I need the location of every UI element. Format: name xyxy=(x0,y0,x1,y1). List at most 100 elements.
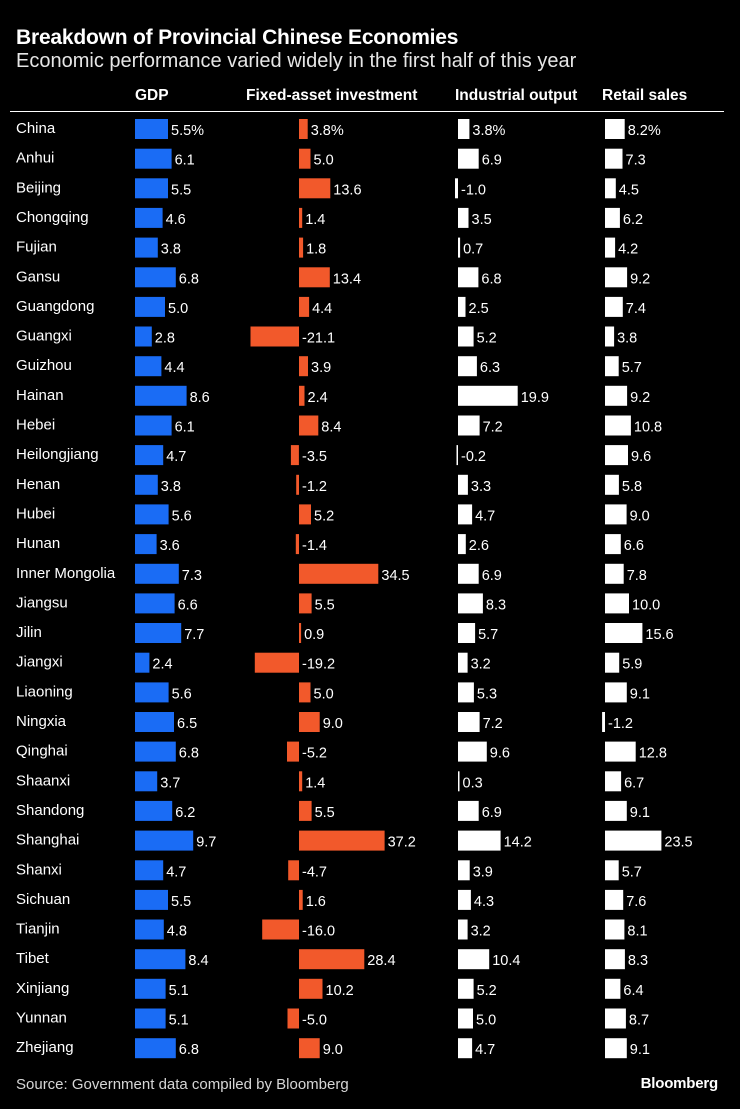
data-label-gdp: 4.6 xyxy=(166,212,186,228)
data-label-retail-sales: 23.5 xyxy=(664,835,692,851)
data-label-gdp: 5.0 xyxy=(168,301,188,317)
bar-industrial-output xyxy=(458,741,487,762)
bar-retail-sales xyxy=(605,949,625,970)
bar-industrial-output xyxy=(458,1008,473,1029)
data-label-fixed-asset-investment: 2.4 xyxy=(308,390,328,406)
data-label-gdp: 8.4 xyxy=(188,953,208,969)
data-label-retail-sales: 7.4 xyxy=(626,301,646,317)
data-label-gdp: 6.8 xyxy=(179,746,199,762)
bar-gdp xyxy=(135,919,164,940)
data-label-fixed-asset-investment: -16.0 xyxy=(302,924,335,940)
data-label-fixed-asset-investment: 1.4 xyxy=(305,212,325,228)
data-label-retail-sales: 6.2 xyxy=(623,212,643,228)
header-divider xyxy=(10,111,724,112)
data-label-industrial-output: 6.9 xyxy=(482,568,502,584)
data-label-industrial-output: 7.2 xyxy=(483,420,503,436)
bar-fixed-asset-investment xyxy=(299,593,312,614)
data-label-retail-sales: 9.1 xyxy=(630,1042,650,1058)
data-label-retail-sales: 4.2 xyxy=(618,242,638,258)
bar-industrial-output xyxy=(458,415,480,436)
bar-retail-sales xyxy=(605,445,628,466)
bar-gdp xyxy=(135,178,168,199)
bar-retail-sales xyxy=(605,771,622,792)
category-label: Hubei xyxy=(16,505,55,522)
data-label-gdp: 9.7 xyxy=(196,835,216,851)
category-label: Jiangsu xyxy=(16,594,68,611)
bar-retail-sales xyxy=(605,652,620,673)
data-label-retail-sales: 9.2 xyxy=(630,390,650,406)
data-label-retail-sales: 9.0 xyxy=(630,508,650,524)
data-label-fixed-asset-investment: -5.2 xyxy=(302,746,327,762)
data-label-retail-sales: 5.7 xyxy=(622,864,642,880)
bar-fixed-asset-investment xyxy=(262,919,299,940)
category-label: Tianjin xyxy=(16,921,60,938)
data-label-industrial-output: 4.3 xyxy=(474,894,494,910)
bar-fixed-asset-investment xyxy=(299,178,331,199)
data-label-retail-sales: 4.5 xyxy=(619,182,639,198)
data-label-industrial-output: 5.2 xyxy=(477,331,497,347)
data-label-fixed-asset-investment: 34.5 xyxy=(381,568,409,584)
data-label-industrial-output: 2.5 xyxy=(469,301,489,317)
data-label-industrial-output: 3.9 xyxy=(473,864,493,880)
data-label-retail-sales: 7.8 xyxy=(627,568,647,584)
bar-gdp xyxy=(135,563,179,584)
bar-fixed-asset-investment xyxy=(299,267,330,288)
data-label-retail-sales: 9.2 xyxy=(630,271,650,287)
data-label-retail-sales: 7.3 xyxy=(626,153,646,169)
data-label-industrial-output: 5.3 xyxy=(477,686,497,702)
category-label: Fujian xyxy=(16,239,57,256)
category-label: Beijing xyxy=(16,179,61,196)
data-label-retail-sales: 9.6 xyxy=(631,449,651,465)
bar-retail-sales xyxy=(605,385,628,406)
category-label: Hainan xyxy=(16,387,64,404)
data-label-gdp: 5.6 xyxy=(172,686,192,702)
data-label-gdp: 4.7 xyxy=(166,864,186,880)
data-label-industrial-output: -1.0 xyxy=(461,182,486,198)
data-label-retail-sales: 6.7 xyxy=(624,775,644,791)
bar-fixed-asset-investment xyxy=(299,296,310,317)
bar-retail-sales xyxy=(605,919,625,940)
data-label-industrial-output: 3.2 xyxy=(471,657,491,673)
category-label: Sichuan xyxy=(16,891,70,908)
data-label-retail-sales: 10.0 xyxy=(632,597,660,613)
data-label-industrial-output: 10.4 xyxy=(492,953,520,969)
data-label-industrial-output: 0.7 xyxy=(463,242,483,258)
bar-retail-sales xyxy=(605,860,619,881)
bar-fixed-asset-investment xyxy=(299,712,320,732)
bar-gdp xyxy=(135,148,172,169)
data-label-gdp: 6.5 xyxy=(177,716,197,732)
header-fixed-asset-investment: Fixed-asset investment xyxy=(246,87,418,104)
bar-retail-sales xyxy=(605,237,616,258)
bar-fixed-asset-investment xyxy=(290,445,299,466)
bar-gdp xyxy=(135,326,152,347)
chart-subtitle: Economic performance varied widely in th… xyxy=(16,50,577,72)
bar-fixed-asset-investment xyxy=(299,415,319,436)
data-label-fixed-asset-investment: 37.2 xyxy=(388,835,416,851)
data-label-retail-sales: 3.8 xyxy=(617,331,637,347)
data-label-retail-sales: 7.6 xyxy=(626,894,646,910)
bar-industrial-output xyxy=(458,830,501,851)
category-label: Henan xyxy=(16,476,60,493)
bar-retail-sales xyxy=(605,623,643,643)
bar-gdp xyxy=(135,741,176,762)
data-label-gdp: 4.4 xyxy=(164,360,184,376)
bar-retail-sales xyxy=(605,415,631,436)
bar-retail-sales xyxy=(605,800,627,821)
data-label-fixed-asset-investment: -19.2 xyxy=(302,657,335,673)
chart-title: Breakdown of Provincial Chinese Economie… xyxy=(16,26,459,49)
data-label-gdp: 6.2 xyxy=(175,805,195,821)
bar-fixed-asset-investment xyxy=(299,148,311,169)
data-label-fixed-asset-investment: 5.5 xyxy=(315,805,335,821)
data-label-industrial-output: 4.7 xyxy=(475,508,495,524)
bar-industrial-output xyxy=(458,593,483,614)
bar-industrial-output xyxy=(458,889,471,910)
bar-retail-sales xyxy=(605,682,627,703)
bar-retail-sales xyxy=(605,119,625,139)
data-label-retail-sales: 8.1 xyxy=(627,924,647,940)
bar-gdp xyxy=(135,978,166,999)
bar-industrial-output xyxy=(458,563,479,584)
data-label-fixed-asset-investment: 8.4 xyxy=(321,420,341,436)
data-label-industrial-output: 14.2 xyxy=(504,835,532,851)
data-label-fixed-asset-investment: 28.4 xyxy=(367,953,395,969)
bar-fixed-asset-investment xyxy=(299,771,303,792)
